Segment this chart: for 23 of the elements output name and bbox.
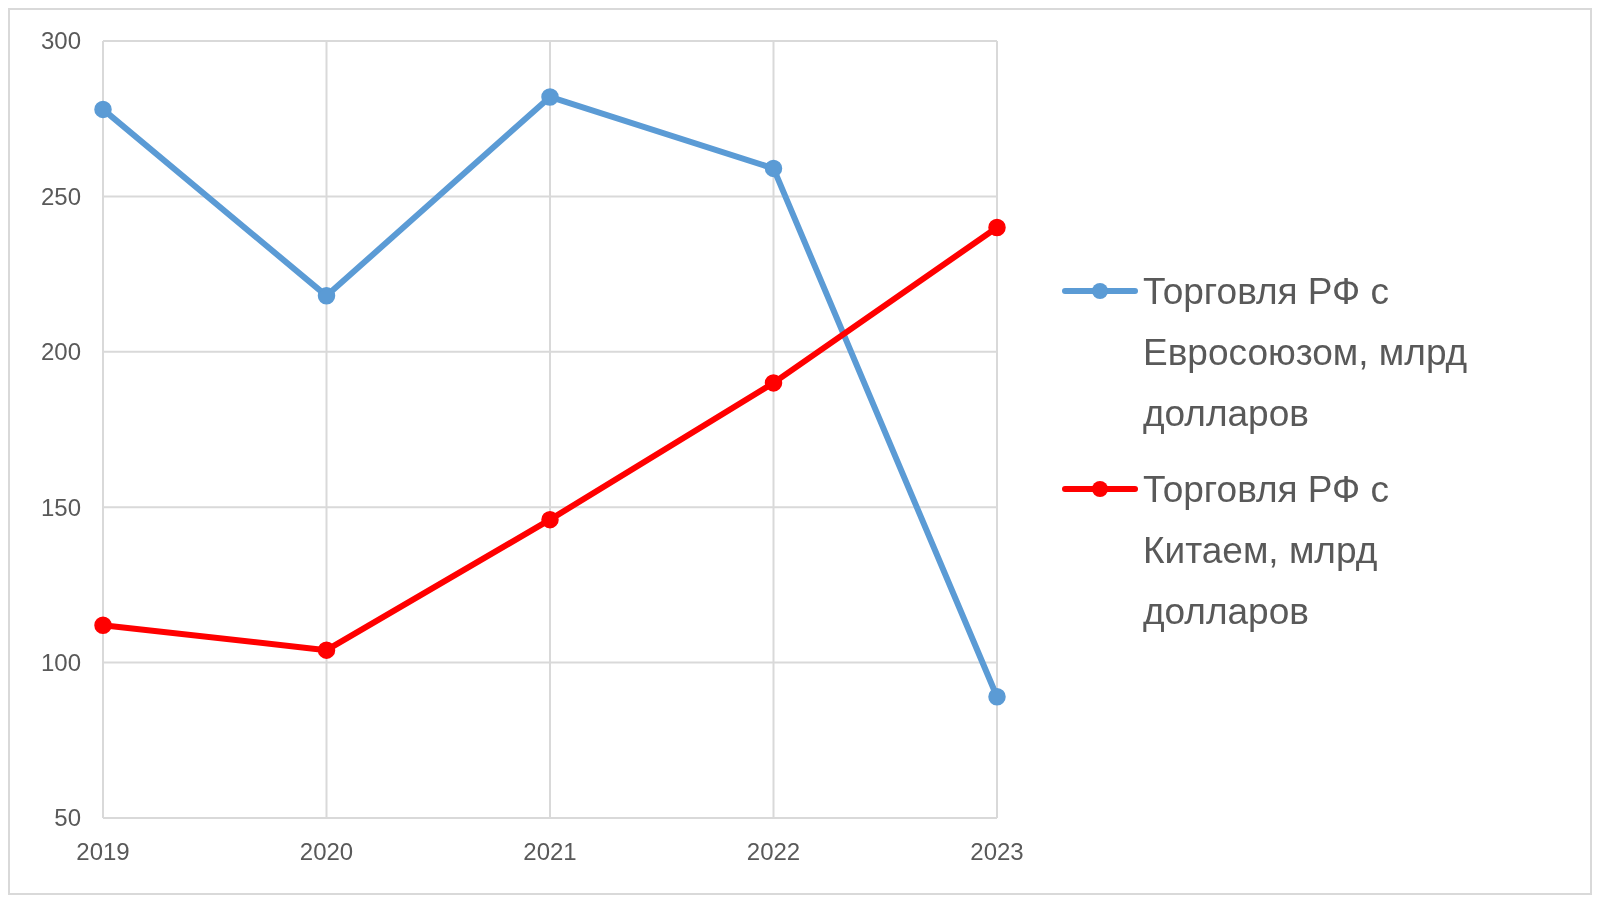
y-tick-label: 200 [40, 338, 81, 366]
y-tick-label: 50 [54, 804, 81, 832]
point [988, 218, 1006, 237]
point [988, 688, 1006, 706]
point [317, 287, 336, 305]
x-tick-label: 2022 [746, 838, 801, 865]
y-tick-label: 250 [40, 182, 81, 210]
point [541, 510, 559, 529]
x-tick-label: 2019 [76, 838, 130, 865]
point [317, 641, 336, 659]
y-tick-label: 100 [40, 649, 81, 676]
point [94, 100, 112, 119]
x-tick-label: 2021 [523, 838, 577, 865]
y-tick-label: 300 [40, 27, 81, 55]
x-tick-label: 2020 [299, 838, 354, 865]
point [541, 88, 559, 106]
x-tick-label: 2023 [970, 838, 1024, 865]
point [764, 159, 783, 178]
y-tick-label: 150 [40, 493, 81, 521]
legend-label: Торговля РФ с Китаем, млрд долларов [1143, 469, 1390, 632]
legend-label: Торговля РФ с Евросоюзом, млрд долларов [1143, 271, 1468, 434]
point [94, 616, 112, 635]
point [764, 374, 783, 392]
